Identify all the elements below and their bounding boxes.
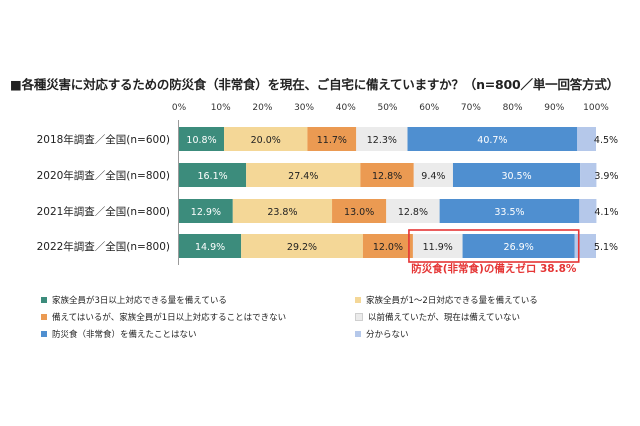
- bar-segment: [577, 127, 596, 151]
- data-label: 30.5%: [501, 171, 531, 182]
- x-tick-label: 70%: [461, 103, 481, 113]
- bar-segment: [462, 234, 575, 258]
- bar-segment: [232, 199, 333, 223]
- data-label: 14.9%: [195, 242, 225, 253]
- x-tick-label: 100%: [583, 103, 609, 113]
- data-label: 12.0%: [373, 242, 403, 253]
- legend-swatch: [355, 297, 361, 303]
- bar-segment: [241, 234, 363, 258]
- legend-label: 備えてはいるが、家族全員が1日以上対応することはできない: [52, 313, 287, 323]
- legend-item: 備えてはいるが、家族全員が1日以上対応することはできない: [41, 311, 286, 323]
- data-label: 12.8%: [372, 171, 402, 182]
- annotation-text: 防災食(非常食)の備えゼロ 38.8%: [411, 262, 577, 275]
- legend-swatch: [355, 331, 361, 337]
- bar-segment: [574, 234, 596, 258]
- legend-item: 家族全員が1～2日対応できる量を備えている: [355, 294, 538, 306]
- data-label: 11.7%: [317, 135, 347, 146]
- data-label: 4.1%: [594, 207, 618, 218]
- data-label: 16.1%: [197, 171, 227, 182]
- bar-segment: [179, 127, 225, 151]
- legend-label: 以前備えていたが、現在は備えていない: [368, 313, 520, 323]
- bar-segment: [386, 199, 440, 223]
- x-tick-label: 80%: [503, 103, 523, 113]
- x-tick-label: 50%: [377, 103, 397, 113]
- bar-segment: [179, 234, 242, 258]
- bar-segment: [407, 127, 578, 151]
- bar-segment: [362, 234, 413, 258]
- annotation-box: [408, 229, 580, 263]
- bar-segment: [332, 199, 387, 223]
- data-label: 23.8%: [267, 207, 297, 218]
- data-label: 40.7%: [477, 135, 507, 146]
- x-tick-label: 60%: [419, 103, 439, 113]
- data-label: 12.3%: [367, 135, 397, 146]
- data-label: 12.9%: [191, 207, 221, 218]
- bar-segment: [412, 234, 463, 258]
- x-tick-label: 30%: [294, 103, 314, 113]
- data-label: 29.2%: [287, 242, 317, 253]
- data-label: 5.1%: [594, 242, 618, 253]
- data-label: 12.8%: [398, 207, 428, 218]
- x-tick-label: 20%: [252, 103, 272, 113]
- legend-swatch: [355, 313, 363, 321]
- category-label: 2022年調査／全国(n=800): [37, 240, 170, 253]
- data-label: 20.0%: [251, 135, 281, 146]
- bar-segment: [452, 163, 581, 187]
- x-tick-label: 10%: [211, 103, 231, 113]
- bar-segment: [579, 199, 597, 223]
- chart-title: ■各種災害に対応するための防災食（非常食）を現在、ご自宅に備えていますか？（n=…: [10, 77, 619, 92]
- bar-segment: [179, 163, 247, 187]
- x-tick-label: 90%: [544, 103, 564, 113]
- bar-segment: [356, 127, 408, 151]
- legend-swatch: [41, 297, 47, 303]
- legend-item: 防災食（非常食）を備えたことはない: [41, 328, 197, 340]
- legend-swatch: [41, 314, 47, 320]
- x-tick-label: 40%: [336, 103, 356, 113]
- data-label: 3.9%: [594, 171, 618, 182]
- bar-segment: [246, 163, 361, 187]
- bar-segment: [179, 199, 233, 223]
- bar-segment: [224, 127, 308, 151]
- bar-segment: [413, 163, 453, 187]
- data-label: 4.5%: [594, 135, 618, 146]
- legend-swatch: [41, 331, 47, 337]
- data-label: 26.9%: [504, 242, 534, 253]
- category-label: 2020年調査／全国(n=800): [37, 169, 170, 182]
- bar-segment: [439, 199, 580, 223]
- data-label: 27.4%: [288, 171, 318, 182]
- legend-item: 家族全員が3日以上対応できる量を備えている: [41, 294, 227, 306]
- legend-item: 以前備えていたが、現在は備えていない: [355, 311, 520, 323]
- data-label: 10.8%: [186, 135, 216, 146]
- data-label: 11.9%: [423, 242, 453, 253]
- legend-label: 家族全員が3日以上対応できる量を備えている: [52, 296, 227, 306]
- data-label: 13.0%: [344, 207, 374, 218]
- legend-label: 防災食（非常食）を備えたことはない: [52, 330, 197, 340]
- bar-segment: [307, 127, 357, 151]
- legend-label: 分からない: [366, 330, 409, 340]
- category-label: 2021年調査／全国(n=800): [37, 205, 170, 218]
- legend-label: 家族全員が1～2日対応できる量を備えている: [366, 296, 538, 306]
- category-label: 2018年調査／全国(n=600): [37, 133, 170, 146]
- x-tick-label: 0%: [172, 103, 187, 113]
- legend-item: 分からない: [355, 328, 409, 340]
- data-label: 33.5%: [494, 207, 524, 218]
- bar-segment: [360, 163, 414, 187]
- bar-segment: [580, 163, 597, 187]
- data-label: 9.4%: [421, 171, 445, 182]
